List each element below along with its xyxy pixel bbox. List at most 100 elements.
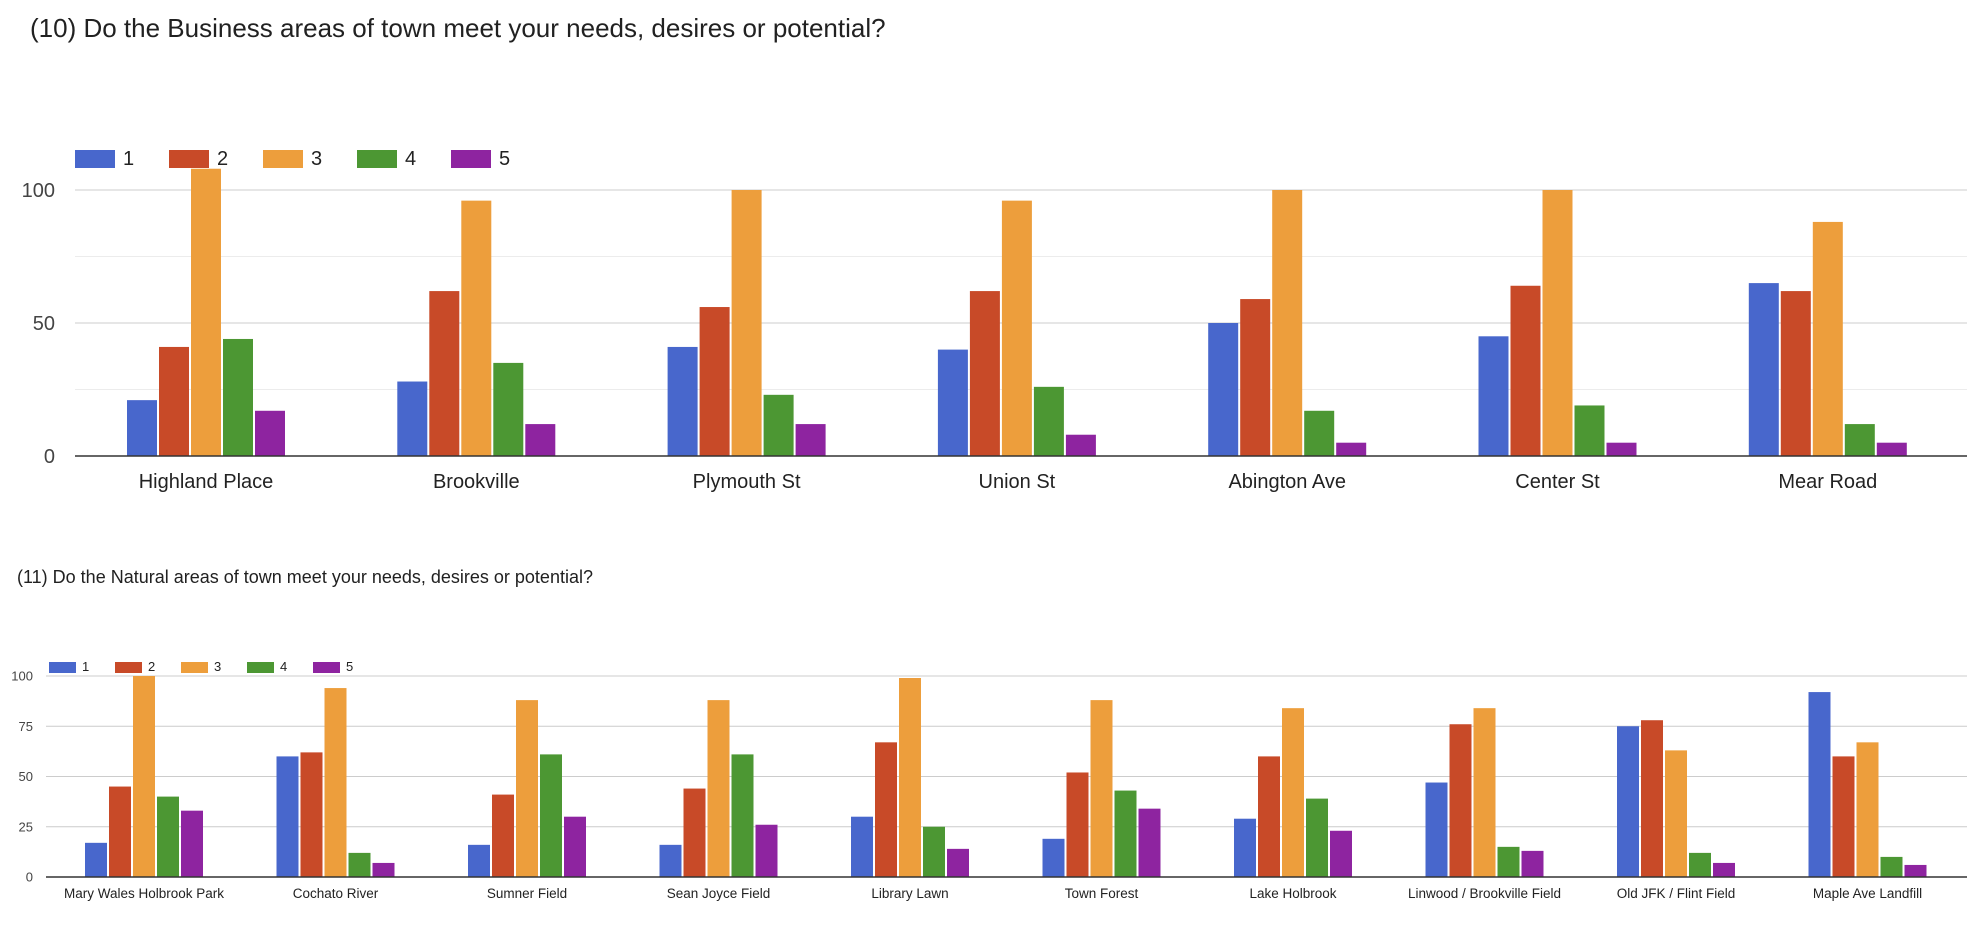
bar-lake-holbrook-series-1 [1234,818,1256,877]
bar-mary-wales-holbrook-park-series-4 [157,796,179,877]
y-tick-label: 0 [26,870,33,885]
bar-town-forest-series-3 [1090,700,1113,877]
x-category-label: Highland Place [139,471,274,493]
bar-union-st-series-3 [1001,200,1032,456]
bar-mary-wales-holbrook-park-series-2 [109,786,131,877]
business-areas-chart: (10) Do the Business areas of town meet … [22,13,1967,493]
legend-label: 4 [280,659,287,674]
bar-mary-wales-holbrook-park-series-3 [133,676,155,877]
bar-center-st-series-1 [1478,336,1509,456]
y-tick-label: 0 [44,446,55,468]
bar-sean-joyce-field-series-2 [683,788,706,877]
bar-linwood-brookville-field-series-1 [1425,782,1448,877]
bar-maple-ave-landfill-series-5 [1904,864,1927,877]
bar-town-forest-series-4 [1114,790,1137,877]
bar-town-forest-series-5 [1138,808,1161,877]
bar-town-forest-series-1 [1042,838,1065,877]
bar-mear-road-series-2 [1780,291,1811,456]
business-areas-chart-svg: (10) Do the Business areas of town meet … [22,13,1967,493]
x-category-label: Plymouth St [693,471,801,493]
bar-union-st-series-1 [937,349,968,456]
bar-cochato-river-series-1 [276,756,299,877]
bar-plymouth-st-series-1 [667,346,698,456]
bar-abington-ave-series-3 [1272,190,1303,456]
bar-sumner-field-series-4 [540,754,562,877]
bar-library-lawn-series-1 [851,816,873,877]
bar-highland-place-series-4 [223,338,253,456]
bar-plymouth-st-series-2 [699,307,730,456]
legend-swatch-5 [313,662,340,673]
x-category-label: Sumner Field [487,886,567,901]
bar-sumner-field-series-1 [468,844,490,877]
bar-highland-place-series-5 [255,410,285,456]
x-category-label: Old JFK / Flint Field [1617,886,1736,901]
legend-label: 5 [499,148,510,170]
bar-lake-holbrook-series-5 [1330,830,1352,877]
legend-swatch-1 [75,150,115,168]
legend-label: 1 [123,148,134,170]
bar-library-lawn-series-5 [947,848,969,877]
bar-old-jfk-flint-field-series-2 [1641,720,1663,877]
bar-library-lawn-series-3 [899,678,921,877]
bar-mear-road-series-3 [1812,221,1843,456]
x-category-label: Abington Ave [1228,471,1346,493]
bar-plymouth-st-series-5 [795,424,826,456]
y-tick-label: 100 [22,180,55,202]
bar-mear-road-series-4 [1844,424,1875,456]
y-tick-label: 50 [33,313,55,335]
bar-center-st-series-3 [1542,190,1573,456]
bar-sumner-field-series-3 [516,700,538,877]
x-category-label: Brookville [433,471,520,493]
bar-brookville-series-4 [493,362,524,456]
bar-sean-joyce-field-series-1 [659,844,682,877]
bar-plymouth-st-series-4 [763,394,794,456]
bar-old-jfk-flint-field-series-3 [1665,750,1687,877]
y-tick-label: 100 [11,669,33,684]
chart-title: (11) Do the Natural areas of town meet y… [17,567,593,587]
bar-maple-ave-landfill-series-4 [1880,856,1903,877]
bar-union-st-series-5 [1065,434,1096,456]
bar-old-jfk-flint-field-series-4 [1689,852,1711,877]
x-category-label: Center St [1515,471,1600,493]
y-tick-label: 25 [19,819,33,834]
legend-label: 2 [217,148,228,170]
natural-areas-chart-svg: (11) Do the Natural areas of town meet y… [11,567,1967,901]
bar-union-st-series-2 [969,291,1000,456]
bar-cochato-river-series-5 [372,862,395,877]
chart-title: (10) Do the Business areas of town meet … [30,13,886,43]
bar-center-st-series-2 [1510,285,1541,456]
x-category-label: Mear Road [1778,471,1877,493]
legend-label: 3 [311,148,322,170]
x-category-label: Sean Joyce Field [667,886,771,901]
x-category-label: Linwood / Brookville Field [1408,886,1561,901]
bar-cochato-river-series-4 [348,852,371,877]
bar-maple-ave-landfill-series-2 [1832,756,1855,877]
legend-swatch-3 [181,662,208,673]
bar-lake-holbrook-series-4 [1306,798,1328,877]
bar-abington-ave-series-2 [1240,299,1271,456]
x-category-label: Cochato River [293,886,379,901]
bar-abington-ave-series-4 [1304,410,1335,456]
bar-town-forest-series-2 [1066,772,1089,877]
bar-center-st-series-5 [1606,442,1637,456]
bar-library-lawn-series-2 [875,742,897,877]
x-category-label: Library Lawn [871,886,948,901]
y-tick-label: 50 [19,769,33,784]
bar-union-st-series-4 [1033,386,1064,456]
legend-swatch-4 [357,150,397,168]
bar-plymouth-st-series-3 [731,190,762,456]
bar-brookville-series-3 [461,200,492,456]
legend-swatch-3 [263,150,303,168]
legend-label: 1 [82,659,89,674]
bar-highland-place-series-3 [191,168,221,456]
bar-library-lawn-series-4 [923,826,945,877]
y-tick-label: 75 [19,719,33,734]
natural-areas-chart: (11) Do the Natural areas of town meet y… [0,560,1967,937]
bar-cochato-river-series-3 [324,688,347,877]
bar-abington-ave-series-5 [1336,442,1367,456]
bar-linwood-brookville-field-series-4 [1497,846,1520,877]
bar-sumner-field-series-5 [564,816,586,877]
bar-center-st-series-4 [1574,405,1605,456]
bar-sean-joyce-field-series-4 [731,754,754,877]
bar-lake-holbrook-series-2 [1258,756,1280,877]
